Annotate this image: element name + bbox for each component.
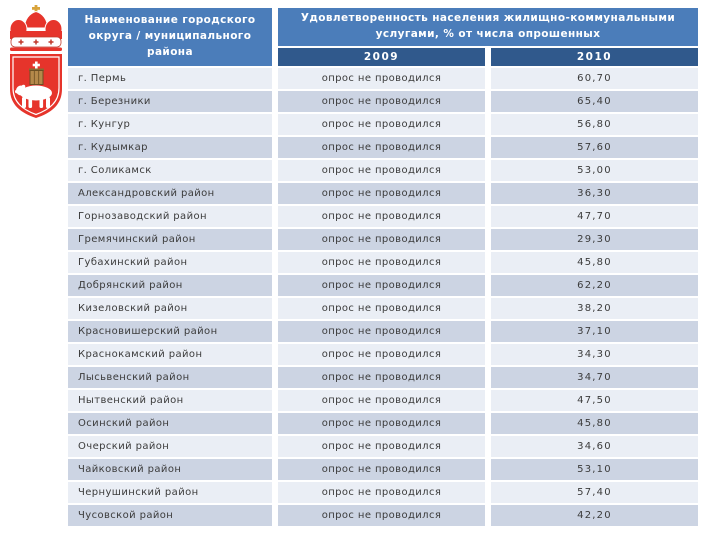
value-2010-cell: 57,60 xyxy=(491,137,698,158)
table-row: Гремячинский район опрос не проводился 2… xyxy=(68,229,698,250)
municipality-column-header: Наименование городского округа / муницип… xyxy=(68,8,272,66)
municipality-name-cell: Красновишерский район xyxy=(68,321,272,342)
table-row: Добрянский район опрос не проводился 62,… xyxy=(68,275,698,296)
value-2009-cell: опрос не проводился xyxy=(278,344,485,365)
table-row: Очерский район опрос не проводился 34,60 xyxy=(68,436,698,457)
value-2010-cell: 53,00 xyxy=(491,160,698,181)
value-2010-cell: 53,10 xyxy=(491,459,698,480)
table-row: Чернушинский район опрос не проводился 5… xyxy=(68,482,698,503)
table-row: Губахинский район опрос не проводился 45… xyxy=(68,252,698,273)
value-2010-cell: 45,80 xyxy=(491,413,698,434)
value-2009-cell: опрос не проводился xyxy=(278,298,485,319)
table-row: г. Кудымкар опрос не проводился 57,60 xyxy=(68,137,698,158)
municipality-name-cell: г. Соликамск xyxy=(68,160,272,181)
bear-with-gospel-icon xyxy=(14,61,52,108)
value-2010-cell: 60,70 xyxy=(491,68,698,89)
table-body: г. Пермь опрос не проводился 60,70 г. Бе… xyxy=(68,68,698,526)
value-2010-cell: 37,10 xyxy=(491,321,698,342)
value-2010-cell: 38,20 xyxy=(491,298,698,319)
value-2009-cell: опрос не проводился xyxy=(278,183,485,204)
value-2009-cell: опрос не проводился xyxy=(278,367,485,388)
table-header: Наименование городского округа / муницип… xyxy=(68,8,698,66)
municipality-name-cell: Гремячинский район xyxy=(68,229,272,250)
table-row: г. Березники опрос не проводился 65,40 xyxy=(68,91,698,112)
value-2009-cell: опрос не проводился xyxy=(278,160,485,181)
municipality-name-cell: Лысьвенский район xyxy=(68,367,272,388)
municipality-name-cell: г. Кунгур xyxy=(68,114,272,135)
municipality-name-cell: г. Кудымкар xyxy=(68,137,272,158)
value-2009-cell: опрос не проводился xyxy=(278,321,485,342)
table-row: Чайковский район опрос не проводился 53,… xyxy=(68,459,698,480)
value-2009-cell: опрос не проводился xyxy=(278,229,485,250)
table-row: Чусовской район опрос не проводился 42,2… xyxy=(68,505,698,526)
values-header-group: Удовлетворенность населения жилищно-комм… xyxy=(278,8,698,66)
crown-icon xyxy=(9,5,63,51)
table-row: Осинский район опрос не проводился 45,80 xyxy=(68,413,698,434)
table-row: Нытвенский район опрос не проводился 47,… xyxy=(68,390,698,411)
municipality-name-cell: Нытвенский район xyxy=(68,390,272,411)
value-2009-cell: опрос не проводился xyxy=(278,206,485,227)
table-row: Александровский район опрос не проводилс… xyxy=(68,183,698,204)
value-2010-cell: 42,20 xyxy=(491,505,698,526)
municipality-name-cell: Кизеловский район xyxy=(68,298,272,319)
municipality-name-cell: Чайковский район xyxy=(68,459,272,480)
value-2010-cell: 29,30 xyxy=(491,229,698,250)
value-2009-cell: опрос не проводился xyxy=(278,459,485,480)
municipality-name-cell: Краснокамский район xyxy=(68,344,272,365)
municipality-name-cell: Чернушинский район xyxy=(68,482,272,503)
value-2010-cell: 57,40 xyxy=(491,482,698,503)
value-2010-cell: 47,70 xyxy=(491,206,698,227)
value-2009-cell: опрос не проводился xyxy=(278,390,485,411)
municipality-name-cell: Губахинский район xyxy=(68,252,272,273)
table-row: Кизеловский район опрос не проводился 38… xyxy=(68,298,698,319)
value-2010-cell: 65,40 xyxy=(491,91,698,112)
table-row: Горнозаводский район опрос не проводился… xyxy=(68,206,698,227)
municipality-name-cell: Добрянский район xyxy=(68,275,272,296)
municipality-name-cell: Очерский район xyxy=(68,436,272,457)
year-2009-header: 2009 xyxy=(278,48,485,66)
value-2009-cell: опрос не проводился xyxy=(278,413,485,434)
year-subheaders: 2009 2010 xyxy=(278,48,698,66)
value-2009-cell: опрос не проводился xyxy=(278,505,485,526)
value-2009-cell: опрос не проводился xyxy=(278,68,485,89)
municipality-name-cell: Горнозаводский район xyxy=(68,206,272,227)
value-2009-cell: опрос не проводился xyxy=(278,137,485,158)
value-2009-cell: опрос не проводился xyxy=(278,275,485,296)
satisfaction-table: Наименование городского округа / муницип… xyxy=(68,8,698,528)
value-2009-cell: опрос не проводился xyxy=(278,482,485,503)
table-row: г. Пермь опрос не проводился 60,70 xyxy=(68,68,698,89)
municipality-name-cell: г. Березники xyxy=(68,91,272,112)
value-2009-cell: опрос не проводился xyxy=(278,91,485,112)
value-2010-cell: 34,70 xyxy=(491,367,698,388)
value-2010-cell: 62,20 xyxy=(491,275,698,296)
municipality-name-cell: Чусовской район xyxy=(68,505,272,526)
table-row: г. Кунгур опрос не проводился 56,80 xyxy=(68,114,698,135)
table-row: г. Соликамск опрос не проводился 53,00 xyxy=(68,160,698,181)
value-2010-cell: 47,50 xyxy=(491,390,698,411)
value-2009-cell: опрос не проводился xyxy=(278,114,485,135)
municipality-name-cell: Осинский район xyxy=(68,413,272,434)
municipality-name-cell: Александровский район xyxy=(68,183,272,204)
value-2010-cell: 36,30 xyxy=(491,183,698,204)
value-2010-cell: 34,60 xyxy=(491,436,698,457)
value-2010-cell: 56,80 xyxy=(491,114,698,135)
table-row: Красновишерский район опрос не проводилс… xyxy=(68,321,698,342)
perm-krai-coat-of-arms-icon xyxy=(9,5,63,118)
satisfaction-column-header: Удовлетворенность населения жилищно-комм… xyxy=(278,8,698,46)
value-2009-cell: опрос не проводился xyxy=(278,436,485,457)
value-2010-cell: 45,80 xyxy=(491,252,698,273)
value-2009-cell: опрос не проводился xyxy=(278,252,485,273)
year-2010-header: 2010 xyxy=(491,48,698,66)
value-2010-cell: 34,30 xyxy=(491,344,698,365)
municipality-name-cell: г. Пермь xyxy=(68,68,272,89)
table-row: Краснокамский район опрос не проводился … xyxy=(68,344,698,365)
table-row: Лысьвенский район опрос не проводился 34… xyxy=(68,367,698,388)
